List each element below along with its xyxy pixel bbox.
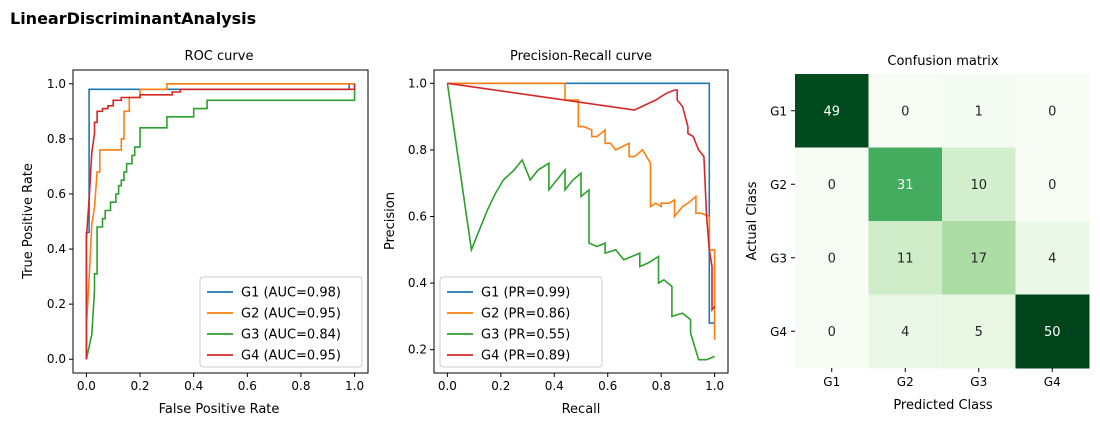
cm-panel: Confusion matrix 49 0 1 00 31 10 00 11 17 40 4 5 50 … bbox=[745, 54, 1090, 413]
pr-ytick-label: 1.0 bbox=[408, 76, 427, 90]
cm-cell bbox=[1015, 294, 1090, 369]
roc-legend-label-g3: G3 (AUC=0.84) bbox=[241, 328, 341, 343]
pr-series-line-g2 bbox=[447, 82, 716, 340]
cm-xtick-label: G4 bbox=[1044, 375, 1061, 389]
pr-ytick-label: 0.6 bbox=[408, 210, 427, 224]
pr-xtick-label: 0.0 bbox=[438, 379, 457, 393]
pr-xtick-label: 0.6 bbox=[598, 379, 617, 393]
roc-legend-label-g1: G1 (AUC=0.98) bbox=[241, 286, 341, 301]
cm-cell bbox=[942, 147, 1016, 222]
cm-cell bbox=[942, 294, 1016, 369]
roc-series-line-g3 bbox=[85, 83, 356, 360]
roc-panel: ROC curve 0.0 0.2 0.4 0.6 0.8 1.0 0.0 0.2 0.4 0.6… bbox=[21, 49, 369, 417]
cm-cell bbox=[1015, 221, 1090, 295]
pr-xtick-label: 0.8 bbox=[652, 379, 671, 393]
roc-ytick-label: 0.2 bbox=[47, 297, 66, 311]
pr-xtick-label: 0.2 bbox=[491, 379, 510, 393]
roc-legend-label-g4: G4 (AUC=0.95) bbox=[241, 349, 341, 364]
roc-xtick-label: 0.0 bbox=[77, 379, 96, 393]
cm-cell bbox=[795, 74, 869, 148]
roc-legend-box bbox=[199, 276, 363, 368]
cm-cell bbox=[942, 74, 1016, 148]
pr-legend-label-g3: G3 (PR=0.55) bbox=[481, 328, 570, 343]
cm-ytick-label: G1 bbox=[770, 104, 787, 118]
cm-cell-value: 0 bbox=[828, 251, 836, 266]
cm-cell bbox=[868, 294, 943, 369]
cm-cell-value: 4 bbox=[1048, 251, 1056, 266]
roc-legend-label-g2: G2 (AUC=0.95) bbox=[241, 307, 341, 322]
cm-ytick-label: G4 bbox=[770, 325, 787, 339]
cm-cell bbox=[795, 294, 869, 369]
cm-cell-value: 11 bbox=[897, 251, 914, 266]
cm-cell bbox=[868, 221, 943, 295]
roc-series-line-g2 bbox=[85, 83, 355, 360]
pr-ytick-label: 0.4 bbox=[408, 276, 427, 290]
roc-xtick-label: 1.0 bbox=[345, 379, 364, 393]
cm-cell-value: 0 bbox=[1048, 178, 1056, 193]
pr-legend-box bbox=[439, 276, 603, 368]
cm-cell-value: 17 bbox=[970, 251, 987, 266]
pr-xlabel: Recall bbox=[562, 402, 601, 417]
cm-cell-value: 4 bbox=[901, 325, 909, 340]
cm-xtick-label: G3 bbox=[970, 375, 987, 389]
cm-cell-value: 0 bbox=[1048, 104, 1056, 119]
cm-cell-value: 0 bbox=[901, 104, 909, 119]
roc-ytick-label: 0.4 bbox=[47, 242, 66, 256]
cm-cell bbox=[1015, 74, 1090, 148]
roc-xtick-label: 0.6 bbox=[238, 379, 257, 393]
pr-xtick-label: 0.4 bbox=[545, 379, 564, 393]
pr-legend: G1 (PR=0.99) G2 (PR=0.86) G3 (PR=0.55) G4 (… bbox=[439, 276, 603, 368]
cm-cell-value: 5 bbox=[975, 325, 983, 340]
cm-cell-value: 0 bbox=[828, 325, 836, 340]
cm-cell-value: 49 bbox=[823, 104, 840, 119]
pr-title: Precision-Recall curve bbox=[510, 49, 652, 64]
cm-xtick-label: G2 bbox=[897, 375, 914, 389]
roc-ytick-label: 0.0 bbox=[47, 352, 66, 366]
figure-suptitle: LinearDiscriminantAnalysis bbox=[10, 9, 256, 28]
roc-title: ROC curve bbox=[185, 49, 254, 64]
roc-series-line-g4 bbox=[85, 83, 356, 360]
pr-legend-label-g2: G2 (PR=0.86) bbox=[481, 307, 570, 322]
pr-panel: Precision-Recall curve 0.0 0.2 0.4 0.6 0.8 1.… bbox=[383, 49, 729, 417]
pr-legend-label-g1: G1 (PR=0.99) bbox=[481, 286, 570, 301]
roc-ytick-label: 0.8 bbox=[47, 132, 66, 146]
cm-cell bbox=[1015, 147, 1090, 222]
roc-xlabel: False Positive Rate bbox=[159, 402, 280, 417]
pr-legend-label-g4: G4 (PR=0.89) bbox=[481, 349, 570, 364]
roc-axes-frame bbox=[72, 69, 369, 374]
cm-xtick-label: G1 bbox=[823, 375, 840, 389]
cm-ytick-label: G2 bbox=[770, 178, 787, 192]
pr-series-line-g4 bbox=[447, 82, 716, 313]
cm-ylabel: Actual Class bbox=[745, 181, 760, 260]
pr-series-line-g3 bbox=[446, 83, 715, 361]
cm-ytick-label: G3 bbox=[770, 251, 787, 265]
cm-xlabel: Predicted Class bbox=[893, 398, 993, 413]
roc-legend: G1 (AUC=0.98) G2 (AUC=0.95) G3 (AUC=0.84) G… bbox=[199, 276, 363, 368]
cm-cell bbox=[868, 147, 943, 222]
cm-cell-value: 1 bbox=[975, 104, 983, 119]
pr-ytick-label: 0.8 bbox=[408, 143, 427, 157]
roc-ytick-label: 1.0 bbox=[47, 77, 66, 91]
cm-cell-value: 50 bbox=[1044, 325, 1061, 340]
cm-cell-value: 10 bbox=[970, 178, 987, 193]
pr-axes-frame bbox=[433, 69, 729, 374]
cm-cell bbox=[795, 147, 869, 222]
cm-title: Confusion matrix bbox=[887, 54, 998, 69]
pr-ytick-label: 0.2 bbox=[408, 343, 427, 357]
roc-ylabel: True Positive Rate bbox=[21, 163, 36, 280]
cm-cell bbox=[795, 221, 869, 295]
cm-cell-value: 31 bbox=[897, 178, 914, 193]
cm-cell bbox=[868, 74, 943, 148]
cm-cell bbox=[942, 221, 1016, 295]
cm-cell-value: 0 bbox=[828, 178, 836, 193]
roc-xtick-label: 0.8 bbox=[291, 379, 310, 393]
pr-xtick-label: 1.0 bbox=[705, 379, 724, 393]
pr-ylabel: Precision bbox=[383, 192, 398, 250]
roc-ytick-label: 0.6 bbox=[47, 187, 66, 201]
roc-xtick-label: 0.2 bbox=[130, 379, 149, 393]
roc-xtick-label: 0.4 bbox=[184, 379, 203, 393]
